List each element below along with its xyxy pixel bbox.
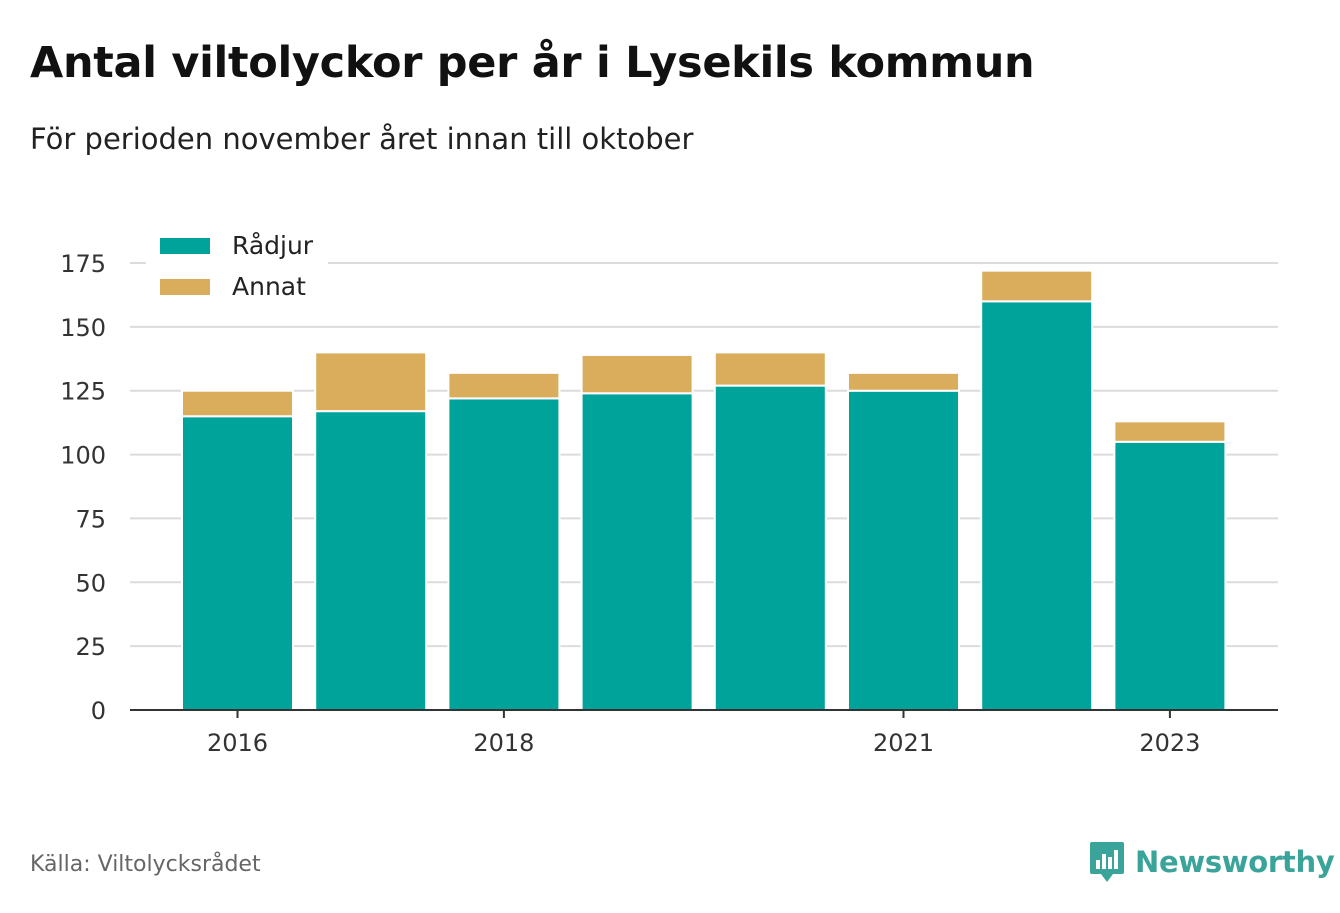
bar-rådjur	[1113, 440, 1227, 711]
source-note: Källa: Viltolycksrådet	[30, 852, 261, 877]
x-tick-label: 2021	[873, 729, 934, 757]
bar-annat	[713, 351, 827, 387]
brand-logo[interactable]: Newsworthy	[1089, 840, 1335, 884]
bar-rådjur	[580, 392, 694, 711]
bar-annat	[314, 351, 428, 413]
newsworthy-logo-icon	[1090, 842, 1124, 882]
y-tick-label: 0	[91, 697, 106, 725]
y-tick-label: 50	[75, 569, 106, 597]
bar-annat	[980, 269, 1094, 303]
legend-label-annat: Annat	[232, 272, 306, 301]
bar-rådjur	[847, 389, 960, 711]
x-tick-label: 2016	[207, 729, 268, 757]
chart-title: Antal viltolyckor per år i Lysekils komm…	[30, 38, 1035, 88]
bar-annat	[847, 371, 960, 392]
x-tick-label: 2023	[1139, 729, 1200, 757]
legend-swatch-annat	[160, 279, 210, 295]
y-tick-label: 25	[75, 633, 106, 661]
bar-rådjur	[181, 415, 294, 711]
legend-label-rådjur: Rådjur	[232, 231, 314, 260]
bar-annat	[580, 353, 694, 395]
brand-name: Newsworthy	[1135, 845, 1335, 879]
bar-rådjur	[980, 300, 1094, 711]
legend-swatch-rådjur	[160, 238, 210, 254]
bar-chart: 0 25 50 75 100 125 150 175 2016 2018 2021 2023 Rådju…	[60, 231, 1278, 757]
y-tick-label: 150	[60, 314, 106, 342]
y-tick-label: 175	[60, 250, 106, 278]
bar-rådjur	[314, 410, 428, 711]
y-tick-label: 100	[60, 442, 106, 470]
chart-subtitle: För perioden november året innan till ok…	[30, 122, 694, 156]
bar-rådjur	[447, 397, 561, 711]
bar-annat	[447, 371, 561, 400]
y-tick-label: 125	[60, 378, 106, 406]
bar-annat	[1113, 420, 1227, 443]
bar-rådjur	[713, 384, 827, 711]
x-tick-label: 2018	[473, 729, 534, 757]
bar-annat	[181, 389, 294, 418]
y-tick-label: 75	[75, 505, 106, 533]
